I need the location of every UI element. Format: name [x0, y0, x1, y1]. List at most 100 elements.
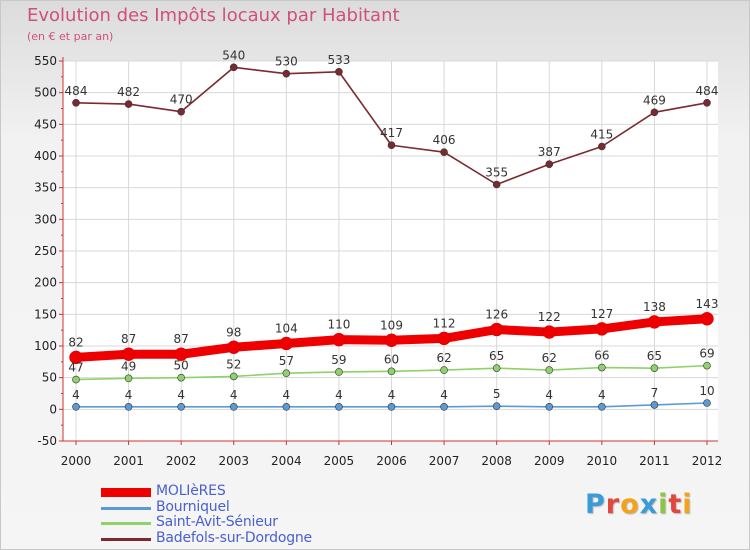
logo-letter: x [639, 489, 659, 520]
data-point-badefols-sur-dordogne [650, 108, 659, 117]
y-tick-label: 450 [34, 117, 57, 131]
data-label-moli-res: 126 [485, 308, 508, 322]
data-point-saint-avit-s-nieur [72, 375, 80, 384]
data-label-bourniquel: 7 [651, 386, 659, 400]
data-label-moli-res: 127 [590, 307, 613, 321]
data-point-badefols-sur-dordogne [492, 180, 501, 189]
data-point-saint-avit-s-nieur [124, 374, 133, 383]
data-label-saint-avit-s-nieur: 62 [542, 351, 557, 365]
data-point-saint-avit-s-nieur [335, 368, 343, 376]
data-label-bourniquel: 4 [440, 388, 448, 402]
data-point-saint-avit-s-nieur [440, 366, 448, 374]
data-point-moli-res [384, 333, 399, 348]
data-point-bourniquel [177, 402, 185, 411]
data-point-moli-res [542, 325, 556, 339]
data-label-moli-res: 122 [538, 310, 561, 324]
data-label-saint-avit-s-nieur: 47 [68, 361, 83, 375]
data-label-moli-res: 109 [380, 318, 403, 332]
data-label-badefols-sur-dordogne: 415 [590, 128, 613, 142]
y-tick-label: 550 [34, 54, 57, 68]
data-point-badefols-sur-dordogne [387, 141, 396, 150]
data-label-badefols-sur-dordogne: 406 [433, 133, 456, 147]
y-tick-label: 200 [34, 276, 57, 290]
data-label-saint-avit-s-nieur: 60 [384, 352, 399, 366]
data-point-saint-avit-s-nieur [282, 369, 291, 378]
data-label-moli-res: 87 [121, 332, 136, 346]
data-label-saint-avit-s-nieur: 66 [594, 349, 609, 363]
data-point-badefols-sur-dordogne [229, 63, 238, 72]
y-tick-label: -50 [37, 434, 57, 448]
data-point-bourniquel [650, 401, 659, 409]
data-point-moli-res [121, 347, 136, 361]
data-point-bourniquel [387, 402, 396, 411]
data-label-badefols-sur-dordogne: 484 [696, 84, 719, 98]
data-label-moli-res: 112 [433, 316, 456, 330]
x-tick-label: 2003 [218, 454, 249, 468]
data-point-moli-res [437, 331, 451, 346]
data-point-badefols-sur-dordogne [72, 99, 80, 107]
data-label-saint-avit-s-nieur: 59 [331, 353, 346, 367]
data-point-bourniquel [282, 402, 291, 411]
data-label-saint-avit-s-nieur: 57 [279, 354, 294, 368]
data-label-moli-res: 104 [275, 321, 298, 335]
data-point-moli-res [700, 312, 714, 326]
data-point-moli-res [227, 340, 241, 355]
data-label-badefols-sur-dordogne: 482 [117, 85, 140, 99]
y-tick-label: 150 [34, 307, 57, 321]
data-label-saint-avit-s-nieur: 52 [226, 357, 241, 371]
x-tick-label: 2000 [61, 454, 92, 468]
data-label-moli-res: 143 [696, 297, 719, 311]
data-label-bourniquel: 4 [230, 388, 238, 402]
legend-label: Badefols-sur-Dordogne [156, 529, 312, 546]
data-label-saint-avit-s-nieur: 65 [489, 349, 504, 363]
data-point-badefols-sur-dordogne [545, 160, 554, 169]
data-label-bourniquel: 4 [545, 388, 553, 402]
data-point-saint-avit-s-nieur [387, 367, 396, 376]
data-point-bourniquel [703, 399, 711, 407]
x-tick-label: 2004 [271, 454, 302, 468]
data-point-moli-res [174, 347, 188, 361]
y-tick-label: 400 [34, 149, 57, 163]
legend-swatch [101, 506, 151, 510]
data-label-badefols-sur-dordogne: 533 [327, 53, 350, 67]
legend-label: Saint-Avit-Sénieur [156, 514, 278, 530]
data-point-bourniquel [440, 402, 448, 411]
y-tick-label: 0 [49, 402, 57, 416]
logo-letter: P [585, 489, 606, 520]
data-point-badefols-sur-dordogne [177, 107, 185, 116]
data-label-moli-res: 87 [174, 332, 189, 346]
data-label-saint-avit-s-nieur: 49 [121, 359, 136, 373]
data-label-bourniquel: 4 [598, 388, 606, 402]
legend-swatch [101, 537, 151, 541]
chart-subtitle: (en € et par an) [27, 30, 114, 43]
y-tick-label: 100 [34, 339, 57, 353]
data-point-bourniquel [335, 402, 343, 411]
x-tick-label: 2006 [376, 454, 407, 468]
data-label-saint-avit-s-nieur: 65 [647, 349, 662, 363]
data-point-saint-avit-s-nieur [177, 373, 185, 382]
data-point-bourniquel [545, 402, 554, 411]
y-tick-label: 500 [34, 86, 57, 100]
data-label-badefols-sur-dordogne: 355 [485, 166, 508, 180]
data-point-moli-res [647, 315, 662, 329]
data-point-bourniquel [598, 402, 606, 411]
logo-letter: i [682, 489, 693, 520]
data-point-moli-res [332, 332, 346, 347]
data-point-bourniquel [124, 402, 133, 411]
data-point-moli-res [279, 336, 294, 351]
logo-letter: i [658, 489, 669, 520]
y-tick-label: 50 [42, 371, 57, 385]
logo-letter: o [620, 489, 640, 520]
y-tick-label: 300 [34, 212, 57, 226]
data-label-badefols-sur-dordogne: 417 [380, 126, 403, 140]
data-point-saint-avit-s-nieur [650, 364, 659, 372]
data-label-bourniquel: 10 [699, 384, 714, 398]
data-point-moli-res [595, 322, 609, 336]
data-point-saint-avit-s-nieur [545, 366, 554, 374]
data-label-moli-res: 138 [643, 300, 666, 314]
data-label-badefols-sur-dordogne: 387 [538, 145, 561, 159]
data-label-badefols-sur-dordogne: 530 [275, 55, 298, 69]
data-point-saint-avit-s-nieur [229, 372, 238, 381]
proxiti-logo: Proxiti [585, 489, 693, 520]
